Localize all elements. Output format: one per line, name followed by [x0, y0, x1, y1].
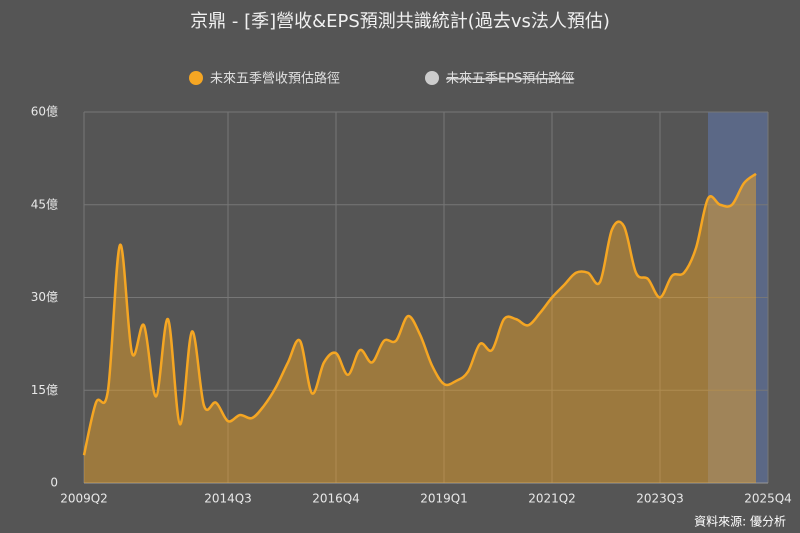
line [82, 172, 757, 456]
legend-item[interactable]: 未來五季EPS預估路徑 [425, 71, 574, 87]
legend-marker [189, 71, 203, 85]
y-tick-label: 0 [50, 476, 58, 490]
legend-item[interactable]: 未來五季營收預估路徑 [189, 71, 340, 87]
x-tick-label: 2009Q2 [60, 492, 108, 506]
x-tick-label: 2019Q1 [420, 492, 468, 506]
x-tick-label: 2016Q4 [312, 492, 360, 506]
x-tick-label: 2021Q2 [528, 492, 576, 506]
y-tick-label: 30億 [31, 290, 58, 304]
y-tick-label: 15億 [31, 383, 58, 397]
x-tick-label: 2025Q4 [744, 492, 792, 506]
y-tick-label: 60億 [31, 105, 58, 119]
x-tick-label: 2023Q3 [636, 492, 684, 506]
legend-label: 未來五季營收預估路徑 [210, 71, 340, 87]
legend-marker [425, 71, 439, 85]
area-fill [84, 173, 756, 484]
x-tick-label: 2014Q3 [204, 492, 252, 506]
legend-label: 未來五季EPS預估路徑 [446, 71, 574, 87]
source-note: 資料來源: 優分析 [694, 515, 786, 529]
chart-title: 京鼎 - [季]營收&EPS預測共識統計(過去vs法人預估) [190, 11, 610, 32]
y-tick-label: 45億 [31, 197, 58, 211]
